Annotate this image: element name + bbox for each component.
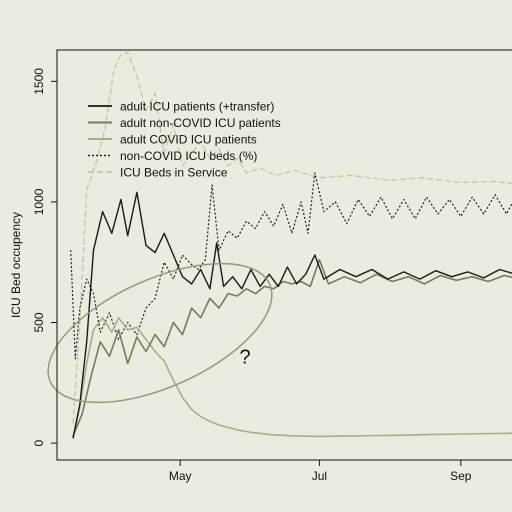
x-tick-label: Jul — [312, 469, 327, 483]
plot-frame — [56, 49, 512, 461]
annotation-question-mark: ? — [240, 347, 251, 369]
beds-series-layer — [72, 51, 512, 424]
series-line-covid — [72, 316, 512, 439]
legend-label-total: adult ICU patients (+transfer) — [120, 100, 274, 114]
y-tick-label: 1000 — [32, 188, 46, 215]
y-axis: 0 500 1000 1500 — [32, 68, 57, 446]
x-tick-label: May — [169, 469, 192, 483]
x-axis: May Jul Sep — [169, 460, 472, 483]
series-line-total — [72, 191, 512, 439]
legend-label-noncovid-beds: non-COVID ICU beds (%) — [120, 149, 257, 163]
highlight-ellipse — [47, 262, 273, 404]
series-line-noncovid — [72, 259, 512, 437]
y-axis-label: ICU Bed occupency — [9, 212, 23, 318]
series-layer — [70, 172, 512, 439]
legend-label-covid: adult COVID ICU patients — [120, 133, 257, 147]
legend: adult ICU patients (+transfer) adult non-… — [88, 100, 281, 180]
y-tick-label: 500 — [32, 312, 46, 332]
y-tick-label: 1500 — [32, 68, 46, 95]
series-line-noncovid-beds — [70, 172, 512, 360]
x-tick-label: Sep — [450, 469, 472, 483]
series-line-beds — [72, 51, 512, 424]
y-tick-label: 0 — [32, 439, 46, 446]
legend-label-noncovid: adult non-COVID ICU patients — [120, 116, 281, 130]
legend-label-beds: ICU Beds in Service — [120, 166, 228, 180]
